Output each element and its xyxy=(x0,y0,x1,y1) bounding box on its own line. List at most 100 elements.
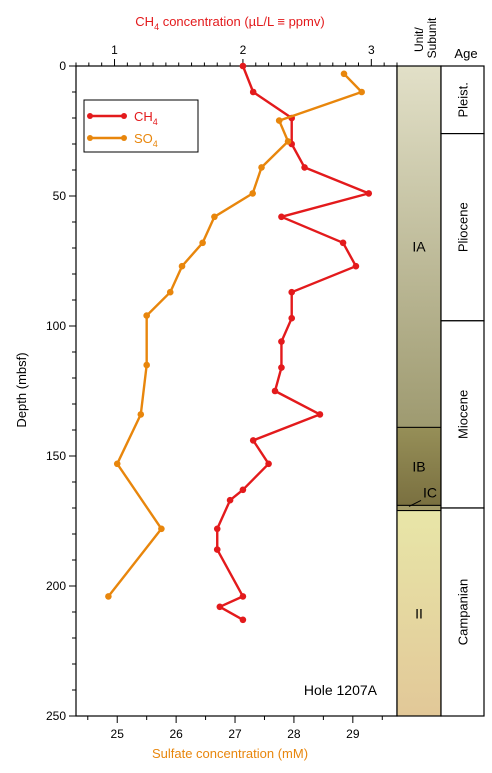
age-block-0 xyxy=(440,65,485,135)
legend-so4-marker-a xyxy=(87,135,93,141)
legend-so4-main: SO xyxy=(134,131,153,146)
series-1-point-8 xyxy=(178,262,186,270)
legend-ch4-marker-b xyxy=(121,113,127,119)
series-line-1 xyxy=(107,72,363,598)
series-1-point-1 xyxy=(358,88,365,96)
series-1-point-4 xyxy=(258,164,265,171)
unit-header-line-1: Unit/ xyxy=(412,27,426,52)
series-1-point-10 xyxy=(143,312,150,319)
series-0-point-20 xyxy=(213,546,221,553)
legend-so4-sub: 4 xyxy=(153,139,158,149)
series-0-point-0 xyxy=(239,62,247,70)
series-1-point-13 xyxy=(113,460,121,468)
top-axis-ticks: 1 2 3 xyxy=(75,43,398,66)
series-1-point-3 xyxy=(284,138,292,145)
age-block-2 xyxy=(440,320,485,509)
series-1-point-15 xyxy=(105,593,112,600)
series-0-point-17 xyxy=(239,486,247,494)
age-block-3 xyxy=(440,507,485,717)
legend-ch4-sub: 4 xyxy=(153,117,158,127)
series-1-point-6 xyxy=(211,213,218,221)
y-axis-ticks: 0 50 100 150 200 250 xyxy=(46,59,76,723)
series-1-point-0 xyxy=(340,70,348,78)
unit-ic-leader xyxy=(408,499,422,507)
series-1-point-12 xyxy=(137,411,145,418)
series-0-point-1 xyxy=(249,88,257,96)
age-label-2: Miocene xyxy=(456,390,471,439)
series-1-point-2 xyxy=(275,117,283,124)
series-1-point-5 xyxy=(249,190,256,197)
series-0-point-16 xyxy=(265,460,272,468)
legend-so4-marker-b xyxy=(121,135,127,141)
age-header: Age xyxy=(454,46,477,61)
unit-label-1: IB xyxy=(412,458,425,474)
series-0-point-11 xyxy=(278,338,285,345)
top-axis-title-subscript: 4 xyxy=(154,22,159,32)
unit-label-2: IC xyxy=(423,484,437,500)
series-layer xyxy=(105,62,373,624)
series-0-point-5 xyxy=(365,190,373,197)
bottom-tick-label-1: 26 xyxy=(169,727,183,741)
bottom-tick-label-0: 25 xyxy=(111,727,125,741)
y-tick-label-1: 50 xyxy=(53,189,67,203)
age-label-3: Campanian xyxy=(456,579,471,646)
bottom-axis-title: Sulfate concentration (mM) xyxy=(152,746,308,761)
legend-ch4-label: CH4 xyxy=(134,109,158,127)
top-tick-label-2: 3 xyxy=(368,43,375,57)
legend-box xyxy=(83,99,199,153)
bottom-axis-ticks: 25 26 27 28 29 xyxy=(87,716,383,741)
plot-frame xyxy=(75,65,398,717)
age-label-1: Pliocene xyxy=(456,202,471,252)
series-0-point-19 xyxy=(213,525,221,533)
y-tick-label-2: 100 xyxy=(46,319,66,333)
bottom-tick-label-4: 29 xyxy=(346,727,360,741)
top-axis-title: CH4 concentration (µL/L ≡ ppmv) xyxy=(135,14,324,32)
bottom-tick-label-3: 28 xyxy=(287,727,301,741)
series-0-point-14 xyxy=(316,411,324,418)
series-0-point-7 xyxy=(339,239,347,247)
units-column: IA IB IC II xyxy=(396,65,442,717)
series-1-point-11 xyxy=(143,361,150,369)
hole-annotation: Hole 1207A xyxy=(304,682,378,698)
bottom-tick-label-2: 27 xyxy=(228,727,242,741)
series-0-point-23 xyxy=(239,616,247,624)
series-0-point-4 xyxy=(301,164,308,171)
unit-header: Unit/ Subunit xyxy=(412,17,439,58)
series-0-point-13 xyxy=(271,387,279,395)
y-tick-label-3: 150 xyxy=(46,449,66,463)
unit-label-0: IA xyxy=(412,239,426,255)
series-1-point-9 xyxy=(166,288,174,296)
legend: CH4 SO4 xyxy=(83,99,199,153)
legend-ch4-marker-a xyxy=(87,113,93,119)
unit-block-1 xyxy=(396,426,442,506)
unit-label-3: II xyxy=(415,605,423,621)
series-0-point-6 xyxy=(278,213,285,221)
y-tick-label-5: 250 xyxy=(46,709,66,723)
series-0-point-12 xyxy=(278,364,285,371)
age-block-1 xyxy=(440,133,485,322)
y-tick-label-0: 0 xyxy=(59,59,66,73)
top-axis-title-part-2: concentration (µL/L ≡ ppmv) xyxy=(159,14,325,29)
unit-block-2 xyxy=(396,504,442,512)
series-0-point-10 xyxy=(288,314,296,322)
top-axis-title-part-1: CH xyxy=(135,14,154,29)
legend-ch4-main: CH xyxy=(134,109,153,124)
series-0-point-8 xyxy=(352,262,360,270)
unit-block-3 xyxy=(396,510,442,717)
series-1-point-14 xyxy=(158,525,165,533)
top-tick-label-1: 2 xyxy=(240,43,247,57)
y-tick-label-4: 200 xyxy=(46,579,66,593)
series-1-point-7 xyxy=(199,239,206,247)
series-0-point-9 xyxy=(288,288,296,296)
legend-so4-label: SO4 xyxy=(134,131,158,149)
series-0-point-15 xyxy=(249,437,257,444)
top-tick-label-0: 1 xyxy=(111,43,118,57)
unit-header-line-2: Subunit xyxy=(425,17,439,58)
y-axis-title: Depth (mbsf) xyxy=(14,352,29,427)
age-label-0: Pleist. xyxy=(456,82,471,117)
series-0-point-22 xyxy=(216,603,224,611)
series-0-point-18 xyxy=(226,496,234,504)
series-0-point-21 xyxy=(239,593,247,600)
age-column: Pleist. Pliocene Miocene Campanian xyxy=(440,65,485,717)
